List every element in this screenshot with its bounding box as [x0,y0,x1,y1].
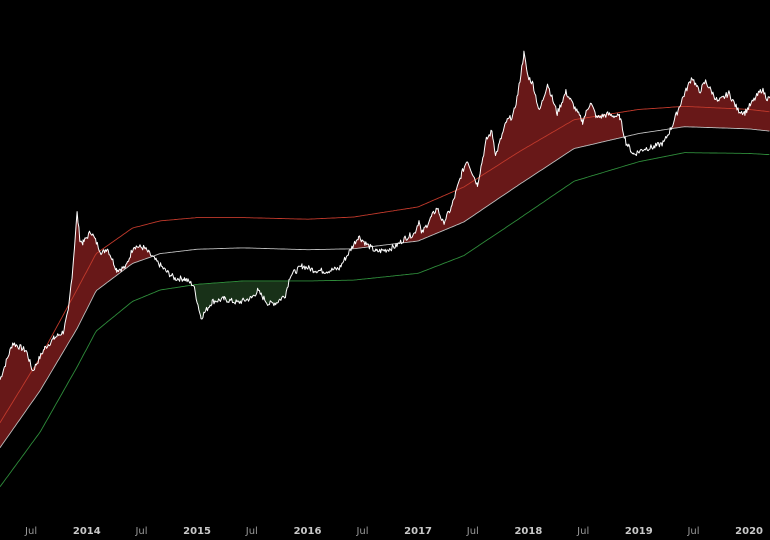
middle-band-line [0,126,770,448]
overvalued-region [402,51,624,243]
x-tick-label: Jul [466,526,479,537]
lower-band-line [0,152,770,488]
undervalued-region [191,280,289,320]
x-tick-label: 2019 [625,526,653,537]
x-tick-label: Jul [576,526,589,537]
x-tick-label: 2016 [294,526,322,537]
x-tick-label: 2020 [735,526,763,537]
x-tick-label: Jul [24,526,37,537]
upper-band-line [0,105,770,423]
x-tick-label: 2017 [404,526,432,537]
overvalued-region [351,235,369,249]
overvalued-region [671,77,770,132]
x-tick-label: 2018 [514,526,542,537]
x-tick-label: Jul [245,526,258,537]
price-line [0,50,770,380]
x-tick-label: Jul [134,526,147,537]
x-tick-label: Jul [355,526,368,537]
x-tick-label: 2014 [73,526,101,537]
series-lines [0,50,770,488]
x-tick-label: Jul [686,526,699,537]
x-tick-label: 2015 [183,526,211,537]
x-axis: Jul 2014 Jul 2015 Jul 2016 Jul 2017 Jul 2018 Jul 20… [24,526,763,537]
